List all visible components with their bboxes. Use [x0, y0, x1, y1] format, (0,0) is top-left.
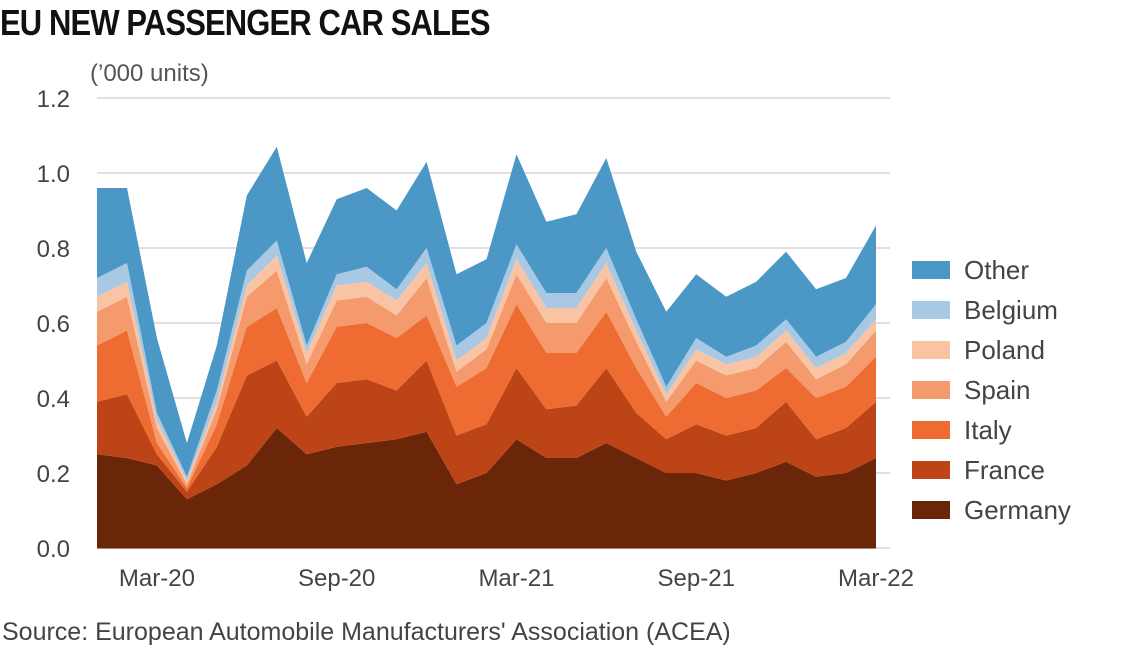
legend-swatch [912, 341, 950, 359]
x-tick-label: Sep-21 [658, 565, 735, 592]
area-belgium [97, 240, 876, 481]
y-tick-label: 0.6 [37, 311, 70, 338]
legend-label: Other [964, 254, 1030, 285]
area-spain [97, 270, 876, 488]
legend-label: Spain [964, 374, 1031, 405]
x-axis: Mar-20 Sep-20 Mar-21 Sep-21 Mar-22 [119, 565, 914, 592]
area-poland [97, 255, 876, 485]
x-tick-label: Mar-20 [119, 565, 195, 592]
legend-item-poland: Poland [912, 330, 1071, 370]
area-france [97, 360, 876, 500]
legend-item-france: France [912, 450, 1071, 490]
area-italy [97, 304, 876, 492]
legend-swatch [912, 381, 950, 399]
legend-swatch [912, 301, 950, 319]
legend-item-italy: Italy [912, 410, 1071, 450]
area-germany [97, 428, 876, 548]
legend-label: Poland [964, 334, 1045, 365]
legend-swatch [912, 261, 950, 279]
legend-item-other: Other [912, 250, 1071, 290]
legend-item-spain: Spain [912, 370, 1071, 410]
y-tick-label: 1.2 [37, 86, 70, 113]
y-tick-label: 0.8 [37, 236, 70, 263]
area-other [97, 146, 876, 477]
legend-swatch [912, 501, 950, 519]
legend-label: Belgium [964, 294, 1058, 325]
y-axis: 0.0 0.2 0.4 0.6 0.8 1.0 1.2 [37, 86, 70, 563]
legend-swatch [912, 421, 950, 439]
chart-title: EU NEW PASSENGER CAR SALES [0, 2, 491, 43]
y-tick-label: 1.0 [37, 161, 70, 188]
unit-label: (’000 units) [90, 60, 209, 87]
legend-item-germany: Germany [912, 490, 1071, 530]
legend-item-belgium: Belgium [912, 290, 1071, 330]
y-tick-label: 0.0 [37, 536, 70, 563]
legend-label: France [964, 454, 1045, 485]
legend: Other Belgium Poland Spain Italy France German… [912, 250, 1071, 530]
legend-label: Germany [964, 494, 1071, 525]
legend-label: Italy [964, 414, 1012, 445]
x-tick-label: Mar-22 [838, 565, 914, 592]
y-tick-label: 0.4 [37, 386, 70, 413]
legend-swatch [912, 461, 950, 479]
source-note: Source: European Automobile Manufacturer… [2, 618, 731, 646]
x-tick-label: Mar-21 [478, 565, 554, 592]
x-tick-label: Sep-20 [298, 565, 375, 592]
y-tick-label: 0.2 [37, 461, 70, 488]
stacked-areas [97, 146, 876, 549]
